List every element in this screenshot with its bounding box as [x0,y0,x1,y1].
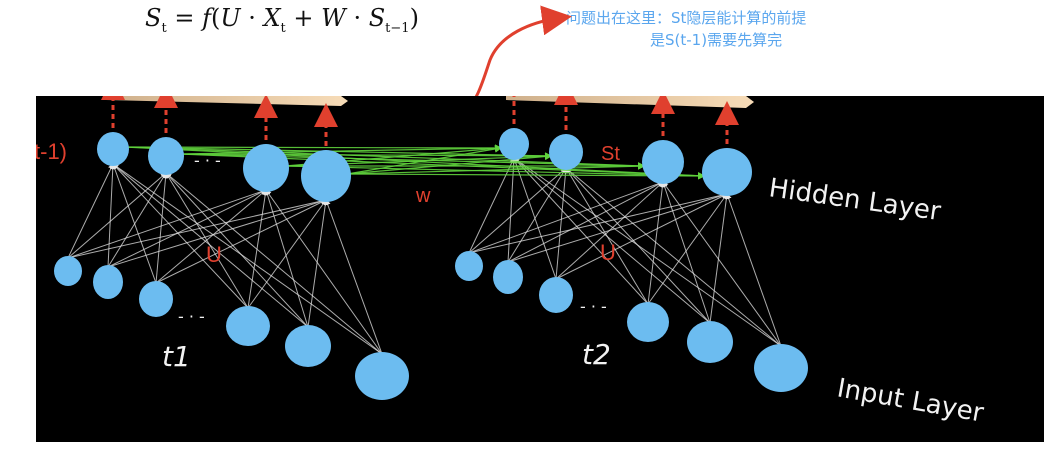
input-hidden-connections [67,157,782,355]
label-w: w [415,185,431,207]
connection-t2-in6-h3 [662,181,782,347]
connection-t1-in6-h1 [112,163,383,355]
w-connection-h4-h4 [346,172,706,180]
input-neuron-t2-1 [455,251,483,281]
label-u-t1: U [206,242,222,267]
connection-t1-in6-h2 [165,172,383,355]
hidden-neuron-t1-3 [243,144,289,192]
connection-t1-in4-h2 [165,172,249,309]
connection-t1-in5-h4 [307,199,329,328]
connection-t2-in4-h3 [647,181,666,305]
connection-t1-in5-h1 [112,163,309,328]
connection-t1-in1-h3 [67,188,267,259]
connection-t2-in5-h1 [513,157,711,324]
connection-t1-in1-h4 [67,198,327,259]
input-neuron-t1-2 [93,265,123,299]
hidden-neuron-t1-2 [148,137,184,175]
input-neuron-t1-3 [139,281,173,317]
connection-t2-in1-h1 [468,157,515,254]
label-t1: t1 [162,340,191,373]
connection-t2-in2-h4 [507,192,728,263]
connection-t2-in3-h4 [555,193,728,280]
connection-t2-in1-h2 [468,167,567,254]
connection-t1-in3-h1 [111,163,157,284]
input-dots-t1: - · - [178,307,205,326]
label-input-layer: Input Layer [835,373,986,428]
label-t2: t2 [582,338,611,371]
hidden-neuron-t1-1 [97,132,129,166]
hidden-neuron-t2-1 [499,128,529,160]
w-connection-h4-h1 [346,145,503,175]
connection-t2-in1-h4 [468,192,728,254]
connection-t1-in6-h4 [324,199,383,355]
connection-t1-in2-h2 [107,172,167,268]
hidden-neuron-t1-4 [301,150,351,202]
w-connection-h3-h4 [284,165,706,180]
connection-t1-in4-h4 [247,199,327,309]
hidden-dots-t1: - · - [194,151,221,170]
connection-t1-in2-h3 [107,189,267,268]
label-s-prev: S(t-1) [36,139,67,164]
hidden-neuron-t2-2 [549,134,583,170]
network-diagram-panel: - · - - · - - · - S(t-1) St w U U t1 t2 … [36,96,1044,442]
hidden-neuron-t2-3 [642,140,684,184]
connection-t1-in3-h2 [155,172,169,284]
connection-t2-in1-h3 [468,180,664,254]
label-u-t2: U [600,240,616,265]
connection-t1-in6-h3 [265,189,383,355]
w-connection-h4-h3 [346,162,646,175]
input-neuron-t2-5 [687,321,733,363]
input-neuron-t2-4 [627,302,669,342]
connection-t2-in3-h2 [555,167,569,280]
w-connection-h2-h1 [179,144,503,155]
connection-t2-in4-h1 [513,157,649,305]
connection-t2-in2-h2 [507,167,567,263]
annotation-line-2: 是S(t-1)需要先算完 [650,31,783,49]
input-neuron-t2-6 [754,344,808,392]
connection-t2-in6-h2 [565,167,782,347]
input-neuron-t2-2 [493,260,523,294]
connection-t2-in6-h4 [725,193,782,347]
label-st: St [601,143,620,165]
input-neuron-t1-1 [54,256,82,286]
connection-t2-in6-h1 [513,157,782,347]
connection-t2-in3-h1 [512,157,557,280]
annotation-note: 问题出在这里：St隐层能计算的前提 是S(t-1)需要先算完 [566,7,926,51]
input-neuron-t1-4 [226,306,270,346]
connection-t1-in4-h1 [112,163,249,309]
input-neuron-t1-5 [285,325,331,367]
label-hidden-layer: Hidden Layer [767,173,943,227]
output-arrows [101,96,739,146]
connection-t1-in3-h3 [155,189,267,284]
w-connection-h2-h2 [179,152,553,160]
connection-t2-in2-h3 [507,181,664,263]
connection-t1-in2-h4 [107,198,327,268]
connection-t1-in5-h3 [264,189,309,328]
input-dots-t2: - · - [580,297,607,316]
connection-t2-in2-h1 [507,157,517,263]
connection-t1-in1-h2 [67,172,167,259]
connection-t2-in4-h4 [647,193,728,305]
connection-t2-in5-h3 [661,181,711,324]
connection-t1-in5-h2 [165,172,309,328]
connection-t2-in3-h3 [555,181,664,280]
input-neuron-t2-3 [539,277,573,313]
output-band-t2 [506,96,754,108]
w-connection-h1-h1 [124,144,503,152]
rnn-formula: St = f(U · Xt + W · St−1) [145,4,419,36]
output-bands [106,96,754,108]
neurons [54,128,808,400]
hidden-neuron-t2-4 [702,148,752,196]
output-band-t1 [106,96,348,106]
input-neuron-t1-6 [355,352,409,400]
rnn-unrolled-diagram: - · - - · - - · - S(t-1) St w U U t1 t2 … [36,96,986,429]
connection-t1-in3-h4 [155,199,327,284]
connection-t1-in1-h1 [67,163,114,259]
annotation-line-1: 问题出在这里：St隐层能计算的前提 [566,9,807,27]
connection-t1-in2-h1 [107,163,116,268]
